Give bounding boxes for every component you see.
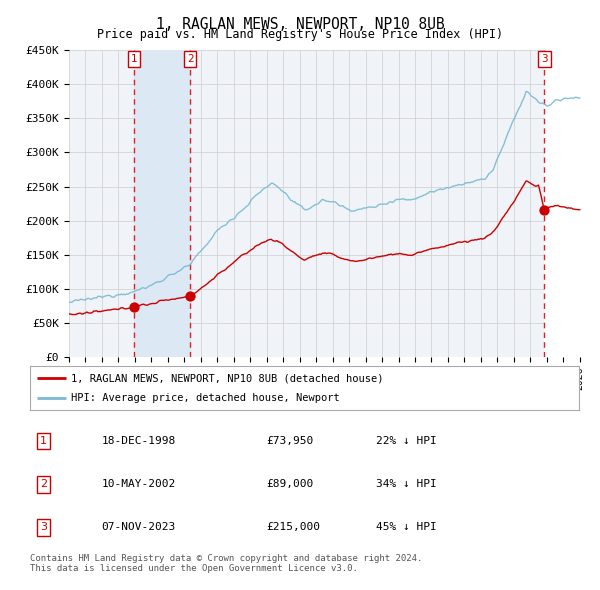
Text: 34% ↓ HPI: 34% ↓ HPI xyxy=(376,480,437,489)
Point xyxy=(185,291,195,301)
Text: 2: 2 xyxy=(40,480,47,489)
Point xyxy=(539,206,549,215)
Text: 3: 3 xyxy=(541,54,548,64)
Bar xyxy=(134,50,190,357)
Text: 1: 1 xyxy=(131,54,137,64)
Text: 18-DEC-1998: 18-DEC-1998 xyxy=(101,437,176,447)
Text: 2: 2 xyxy=(187,54,194,64)
Text: 10-MAY-2002: 10-MAY-2002 xyxy=(101,480,176,489)
Text: Contains HM Land Registry data © Crown copyright and database right 2024.
This d: Contains HM Land Registry data © Crown c… xyxy=(30,554,422,573)
Text: £73,950: £73,950 xyxy=(266,437,313,447)
Text: £215,000: £215,000 xyxy=(266,522,320,532)
Text: £89,000: £89,000 xyxy=(266,480,313,489)
Text: 45% ↓ HPI: 45% ↓ HPI xyxy=(376,522,437,532)
Text: 1, RAGLAN MEWS, NEWPORT, NP10 8UB (detached house): 1, RAGLAN MEWS, NEWPORT, NP10 8UB (detac… xyxy=(71,373,383,383)
Text: 1, RAGLAN MEWS, NEWPORT, NP10 8UB: 1, RAGLAN MEWS, NEWPORT, NP10 8UB xyxy=(155,17,445,31)
Text: 3: 3 xyxy=(40,522,47,532)
Point xyxy=(130,302,139,312)
Text: HPI: Average price, detached house, Newport: HPI: Average price, detached house, Newp… xyxy=(71,393,340,402)
Bar xyxy=(544,50,588,357)
Text: 1: 1 xyxy=(40,437,47,447)
Text: 22% ↓ HPI: 22% ↓ HPI xyxy=(376,437,437,447)
Bar xyxy=(544,50,588,357)
Text: 07-NOV-2023: 07-NOV-2023 xyxy=(101,522,176,532)
Text: Price paid vs. HM Land Registry's House Price Index (HPI): Price paid vs. HM Land Registry's House … xyxy=(97,28,503,41)
